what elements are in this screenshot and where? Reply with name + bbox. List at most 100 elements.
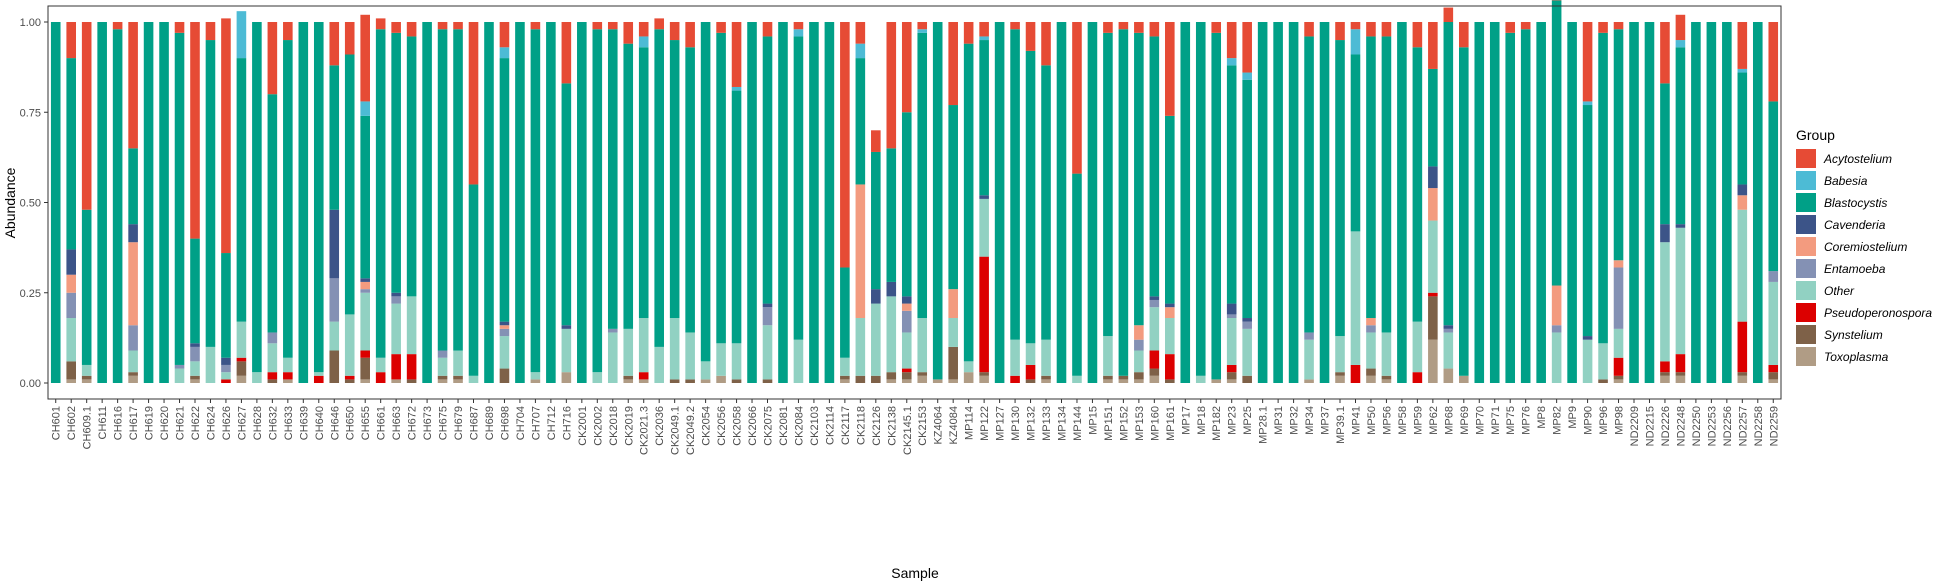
bar-stack-ND2209: [1629, 22, 1639, 383]
bar-segment-acytostelium: [561, 22, 572, 84]
x-tick-label: CK2153: [917, 406, 929, 446]
x-tick-label: ND2256: [1722, 406, 1734, 446]
bar-segment-toxoplasma: [1304, 379, 1314, 383]
bar-stack-CH689: [484, 22, 494, 383]
bar-stack-MP56: [1381, 22, 1392, 383]
bar-segment-blastocystis: [855, 58, 866, 185]
bar-segment-blastocystis: [530, 29, 541, 373]
bar-stack-ND2259: [1768, 22, 1779, 383]
bar-segment-entamoeba: [1366, 325, 1376, 333]
bar-segment-pseudoperonospora: [1428, 292, 1438, 297]
bar-stack-ND2248: [1675, 14, 1686, 383]
bar-stack-CK2103: [809, 22, 819, 383]
bar-segment-blastocystis: [1103, 32, 1113, 337]
bar-stack-CH698: [499, 22, 510, 383]
bar-segment-blastocystis: [236, 58, 247, 322]
bar-segment-other: [1551, 332, 1562, 383]
bar-segment-blastocystis: [1706, 22, 1717, 383]
bar-stack-CK2058: [731, 22, 742, 383]
bar-segment-toxoplasma: [1134, 379, 1144, 383]
legend-label-cavenderia: Cavenderia: [1824, 218, 1886, 232]
bar-stack-CH611: [97, 22, 107, 383]
bar-segment-blastocystis: [654, 29, 664, 347]
bar-segment-synstelium: [685, 379, 695, 383]
bar-segment-acytostelium: [1226, 22, 1237, 59]
bar-segment-synstelium: [1118, 375, 1129, 380]
legend-swatch-babesia: [1796, 171, 1816, 190]
x-tick-label: MP62: [1428, 406, 1440, 435]
bar-stack-CK2054: [700, 22, 711, 383]
x-tick-label: CH601: [51, 406, 63, 440]
x-tick-label: KZ4084: [948, 406, 960, 445]
bar-stack-MP153: [1134, 22, 1144, 383]
bar-stack-CH673: [422, 22, 432, 383]
bar-segment-toxoplasma: [1613, 379, 1624, 383]
bar-stack-MP15: [1087, 22, 1098, 383]
bar-segment-toxoplasma: [1335, 375, 1345, 383]
bar-segment-babesia: [1350, 29, 1361, 55]
bar-segment-other: [1582, 339, 1593, 383]
bar-segment-blastocystis: [391, 32, 401, 293]
bar-segment-blastocystis: [917, 32, 928, 319]
x-tick-label: MP151: [1103, 406, 1115, 441]
bar-segment-toxoplasma: [1675, 375, 1686, 383]
bar-segment-acytostelium: [1381, 22, 1392, 37]
x-tick-label: CK2103: [809, 406, 821, 446]
bar-stack-CH622: [190, 22, 200, 383]
x-tick-label: MP161: [1165, 406, 1177, 441]
legend-swatch-cavenderia: [1796, 215, 1816, 234]
x-tick-label: ND2258: [1753, 406, 1765, 446]
x-tick-label: ND2248: [1675, 406, 1687, 446]
bar-segment-pseudoperonospora: [1149, 350, 1160, 369]
bar-segment-cavenderia: [66, 249, 76, 275]
x-tick-label: CH611: [97, 406, 109, 439]
bar-stack-CH624: [205, 22, 216, 383]
bar-segment-toxoplasma: [1211, 379, 1222, 383]
bar-segment-acytostelium: [917, 22, 928, 30]
bar-stack-MP18: [1195, 22, 1206, 383]
bar-segment-other: [1242, 328, 1252, 376]
bar-segment-acytostelium: [329, 22, 340, 66]
bar-stack-ND2253: [1706, 22, 1717, 383]
bar-segment-synstelium: [840, 375, 850, 380]
legend-swatch-other: [1796, 281, 1816, 300]
bar-segment-pseudoperonospora: [391, 354, 401, 380]
legend-swatch-entamoeba: [1796, 259, 1816, 278]
x-tick-label: CH716: [561, 406, 573, 440]
x-tick-label: MP122: [979, 406, 991, 441]
bar-segment-babesia: [793, 29, 804, 37]
bar-segment-synstelium: [901, 372, 912, 380]
x-tick-label: MP8: [1536, 406, 1548, 429]
bar-segment-acytostelium: [731, 22, 742, 87]
bar-segment-pseudoperonospora: [1010, 375, 1020, 383]
x-tick-label: MP71: [1490, 406, 1502, 435]
bar-segment-toxoplasma: [81, 379, 92, 383]
bar-segment-synstelium: [917, 372, 928, 376]
bar-segment-coremiostelium: [1165, 307, 1175, 319]
bar-segment-blastocystis: [1350, 54, 1361, 232]
bar-stack-MP8: [1536, 22, 1546, 383]
bar-segment-acytostelium: [81, 22, 92, 210]
bar-segment-other: [638, 318, 649, 373]
bar-stack-MP32: [1288, 22, 1299, 383]
x-tick-label: ND2215: [1644, 406, 1656, 446]
y-axis: 0.00 0.25 0.50 0.75 1.00: [20, 17, 48, 390]
bar-segment-other: [979, 198, 989, 257]
bar-segment-synstelium: [948, 346, 958, 380]
bar-stack-MP31: [1273, 22, 1283, 383]
bar-segment-pseudoperonospora: [1737, 321, 1748, 373]
x-tick-label: CK2118: [855, 406, 867, 445]
x-tick-label: MP130: [1010, 406, 1022, 441]
bar-segment-cavenderia: [190, 343, 200, 347]
x-tick-label: MP9: [1567, 406, 1579, 429]
bar-segment-other: [871, 303, 881, 376]
x-tick-label: CK2114: [824, 406, 836, 445]
bar-segment-entamoeba: [190, 346, 200, 362]
bar-segment-other: [716, 343, 726, 376]
bar-segment-blastocystis: [1056, 22, 1067, 383]
bar-segment-other: [406, 296, 417, 355]
bar-segment-entamoeba: [1304, 332, 1314, 340]
x-tick-label: ND2209: [1629, 406, 1641, 446]
bar-segment-acytostelium: [267, 22, 278, 95]
bar-segment-acytostelium: [1118, 22, 1129, 30]
